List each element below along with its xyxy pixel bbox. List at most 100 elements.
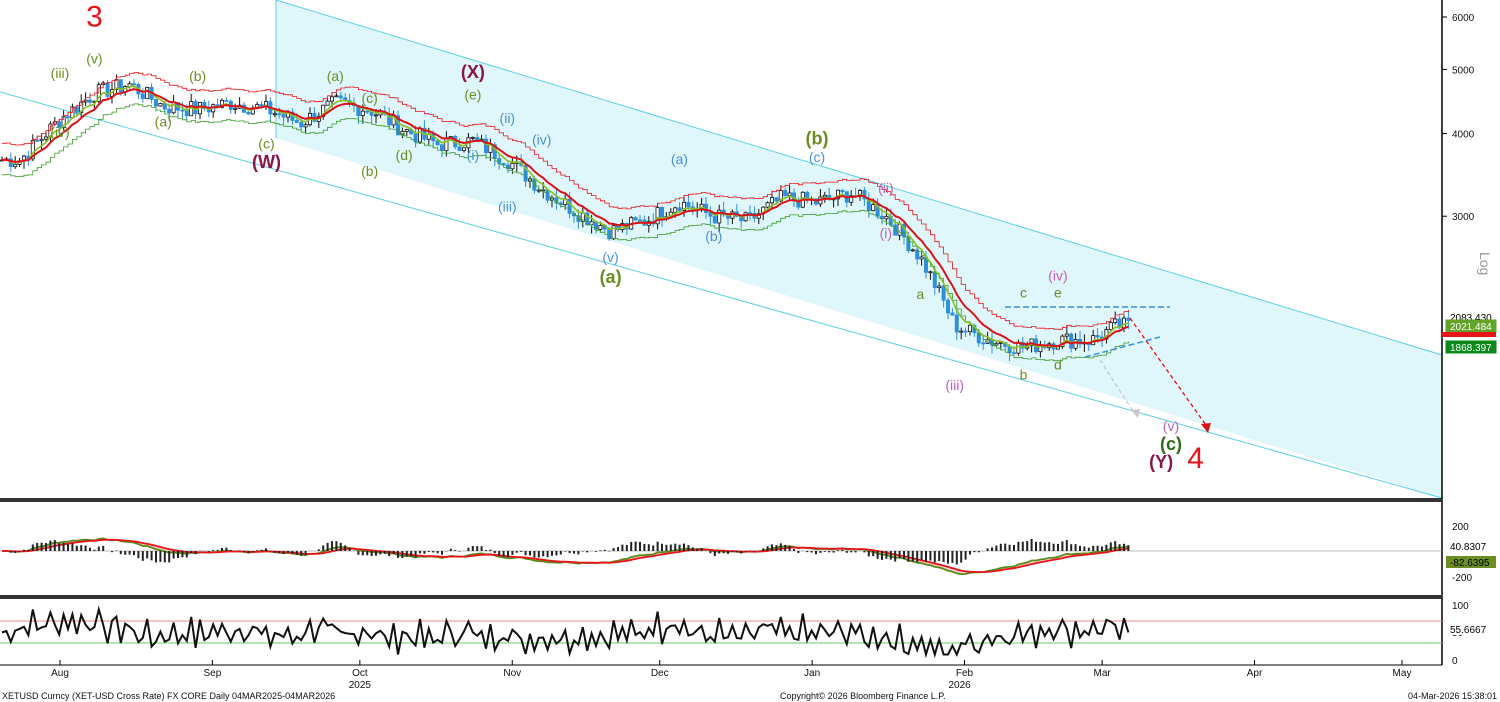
- wave-label: (i): [467, 147, 479, 163]
- trend-channel: [276, 0, 1442, 498]
- candle-body: [417, 127, 422, 143]
- projection-arrow-gray-head: [1131, 409, 1140, 418]
- candle-body: [655, 207, 660, 225]
- candle-body: [118, 79, 123, 93]
- wave-label: (a): [671, 151, 688, 167]
- candle-body: [968, 324, 973, 332]
- wave-label: (iii): [945, 377, 964, 393]
- time-axis: Aug Sep Oct Nov Dec Jan Feb Mar Apr May 2025 2026: [51, 660, 1411, 691]
- wave-label: 4: [1187, 442, 1204, 475]
- candle-body: [395, 115, 400, 136]
- wave-label: (a): [600, 267, 622, 287]
- panel-divider-1: [0, 498, 1442, 502]
- wave-label: (v): [1163, 418, 1179, 434]
- price-tag-label: 2083.430: [1450, 313, 1492, 324]
- candle-body: [589, 221, 594, 226]
- wave-label: (v): [86, 51, 102, 67]
- time-tick-label: Mar: [1094, 668, 1112, 679]
- candle-body: [884, 215, 889, 220]
- wave-label: (c): [362, 90, 378, 106]
- candle-body: [44, 136, 49, 140]
- rsi-value-line: [1, 605, 1130, 659]
- candle-body: [457, 146, 462, 151]
- rsi-tick-label: 0: [1452, 656, 1458, 667]
- wave-label: (iv): [50, 124, 69, 140]
- candle-body: [1069, 333, 1074, 349]
- wave-label: (b): [806, 129, 829, 149]
- price-tag-red-marker: [1442, 332, 1496, 337]
- candle-body: [783, 190, 788, 197]
- footer-center: Copyright© 2026 Bloomberg Finance L.P.: [780, 691, 946, 701]
- wave-label: (a): [327, 68, 344, 84]
- time-tick-label: Oct: [352, 668, 368, 679]
- candle-body: [1073, 339, 1078, 349]
- price-tick-label: 4000: [1452, 130, 1475, 141]
- wave-label: (e): [464, 87, 481, 103]
- candle-body: [131, 83, 136, 86]
- wave-label: 3: [86, 1, 103, 34]
- wave-label: (iv): [1048, 267, 1067, 283]
- candle-body: [483, 138, 488, 154]
- candle-body: [404, 129, 409, 132]
- wave-label: (c): [258, 135, 274, 151]
- candle-body: [180, 109, 185, 112]
- price-panel: 3(v)(iii)(iv)(b)(a)(c)(W)(a)(c)(b)(d)(X)…: [0, 0, 1443, 499]
- wave-label: (a): [155, 113, 172, 129]
- price-tick-label: 3000: [1452, 212, 1475, 223]
- candle-body: [523, 164, 528, 182]
- macd-signal-line: [2, 538, 1129, 573]
- wave-label: (d): [396, 147, 413, 163]
- panel-divider-2: [0, 595, 1442, 599]
- candle-body: [774, 197, 779, 202]
- time-tick-label: Dec: [651, 668, 669, 679]
- macd-axis: 200 -200 40.8307 -82.6395: [1446, 522, 1496, 584]
- candle-body: [937, 285, 942, 289]
- candle-body: [928, 271, 933, 274]
- moving-averages: [1, 72, 1129, 362]
- candle-body: [325, 100, 330, 106]
- candle-body: [510, 162, 515, 170]
- candle-body: [1020, 341, 1025, 349]
- candle-body: [981, 342, 986, 345]
- wave-label: (i): [880, 225, 892, 241]
- time-tick-label: Nov: [503, 668, 521, 679]
- candle-body: [167, 108, 172, 114]
- channel-upper-line: [275, 0, 1443, 356]
- candle-body: [435, 140, 440, 146]
- candle-body: [365, 110, 370, 113]
- lower-band-line: [2, 103, 1129, 362]
- candle-body: [998, 341, 1003, 344]
- candle-body: [633, 217, 638, 221]
- rsi-panel: [0, 605, 1442, 659]
- candle-body: [373, 114, 378, 117]
- price-tag: [1445, 340, 1497, 354]
- candle-body: [638, 219, 643, 222]
- candle-body: [140, 93, 145, 100]
- upper-band-line: [2, 72, 1129, 330]
- wave-label: (ii): [878, 180, 894, 196]
- candle-body: [39, 138, 44, 142]
- candle-body: [717, 209, 722, 224]
- wave-label: (ii): [500, 110, 516, 126]
- time-tick-label: Jan: [804, 668, 820, 679]
- wave-label: a: [916, 286, 924, 302]
- channel-lower-line: [0, 91, 1443, 499]
- candle-body: [334, 95, 339, 98]
- candle-body: [950, 312, 955, 316]
- macd-histogram: [5, 538, 1130, 565]
- candle-body: [277, 113, 282, 116]
- wave-label: (b): [189, 68, 206, 84]
- candle-body: [686, 201, 691, 208]
- candle-body: [1122, 317, 1127, 329]
- wave-label: (iv): [532, 132, 551, 148]
- wave-label: d: [1054, 357, 1062, 373]
- wave-label: (X): [461, 62, 485, 82]
- rsi-tick-label: 100: [1452, 601, 1469, 612]
- rsi-axis: 10050055.6667: [1446, 601, 1496, 667]
- candle-body: [272, 113, 277, 116]
- candle-body: [1012, 352, 1017, 355]
- candle-body: [158, 103, 163, 107]
- candle-body: [246, 111, 251, 115]
- candle-body: [712, 215, 717, 224]
